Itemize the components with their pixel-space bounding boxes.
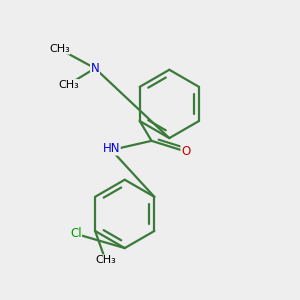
Text: Cl: Cl [70,227,82,240]
Text: O: O [181,145,190,158]
Text: HN: HN [103,142,120,155]
Text: CH₃: CH₃ [58,80,79,90]
Text: N: N [91,62,99,75]
Text: CH₃: CH₃ [95,255,116,265]
Text: CH₃: CH₃ [49,44,70,54]
